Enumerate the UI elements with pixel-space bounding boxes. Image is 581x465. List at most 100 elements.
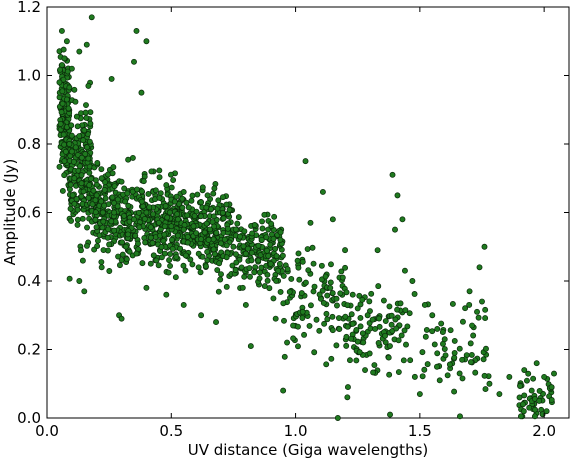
data-point <box>76 133 83 139</box>
data-point <box>242 302 249 308</box>
data-point <box>359 330 366 337</box>
data-point <box>121 212 128 219</box>
data-point <box>74 123 81 130</box>
data-point <box>68 217 74 224</box>
data-point <box>59 187 66 194</box>
data-point <box>394 192 401 199</box>
data-point <box>280 300 287 307</box>
data-point <box>329 327 336 334</box>
data-point <box>72 98 79 105</box>
data-point <box>295 343 301 350</box>
data-point <box>149 240 156 246</box>
data-point <box>327 279 334 286</box>
data-point <box>92 197 99 204</box>
data-point <box>277 236 284 243</box>
data-point <box>180 302 187 308</box>
data-point <box>349 320 356 327</box>
data-point <box>533 360 540 367</box>
data-point <box>467 340 474 347</box>
data-point <box>195 250 202 257</box>
data-point <box>244 245 251 252</box>
data-point <box>265 252 272 259</box>
data-point <box>155 219 162 226</box>
data-point <box>166 209 173 216</box>
data-point <box>147 234 154 241</box>
data-point <box>234 220 241 227</box>
data-point <box>366 298 373 305</box>
data-point <box>401 267 408 274</box>
data-point <box>170 177 177 183</box>
data-point <box>304 246 311 252</box>
data-point <box>167 171 174 178</box>
data-point <box>328 355 335 362</box>
data-point <box>371 362 378 369</box>
data-point <box>102 179 108 186</box>
data-point <box>356 349 363 356</box>
data-point <box>295 323 301 330</box>
data-point <box>100 218 107 225</box>
data-point <box>111 200 118 207</box>
data-point <box>76 278 83 284</box>
data-point <box>541 373 548 380</box>
data-point <box>65 105 72 112</box>
x-axis-label: UV distance (Giga wavelengths) <box>188 441 429 459</box>
data-point <box>399 216 406 223</box>
data-point <box>255 242 262 249</box>
y-tick-label: 1.2 <box>17 0 41 16</box>
data-point <box>251 269 258 276</box>
data-point <box>78 193 85 200</box>
data-point <box>125 231 131 238</box>
data-point <box>536 387 543 394</box>
data-point <box>316 327 323 334</box>
data-point <box>198 312 205 319</box>
data-point <box>406 310 413 317</box>
data-point <box>370 369 377 376</box>
data-point <box>64 68 71 75</box>
data-point <box>203 220 210 227</box>
data-point <box>271 213 278 220</box>
data-point <box>129 154 136 161</box>
y-tick-label: 0.4 <box>17 272 41 290</box>
data-point <box>395 369 402 375</box>
data-point <box>318 262 325 269</box>
data-point <box>215 197 222 204</box>
data-point <box>344 384 351 391</box>
data-point <box>442 352 449 359</box>
data-point <box>347 357 353 364</box>
data-point <box>78 172 85 179</box>
data-point <box>272 315 279 322</box>
data-point <box>482 306 489 313</box>
data-point <box>360 339 367 346</box>
data-point <box>334 302 340 309</box>
data-point <box>71 175 78 182</box>
data-point <box>204 192 211 199</box>
data-point <box>261 283 268 290</box>
data-point <box>241 228 248 235</box>
x-tick-label: 0.0 <box>35 422 59 440</box>
data-point <box>248 249 255 256</box>
data-point <box>92 209 99 216</box>
data-point <box>290 322 297 329</box>
data-point <box>161 231 168 238</box>
data-point <box>336 326 343 332</box>
data-point <box>223 283 230 290</box>
data-point <box>277 288 284 295</box>
data-point <box>167 251 174 258</box>
data-point <box>264 247 270 254</box>
data-point <box>311 283 318 290</box>
data-point <box>385 354 392 361</box>
data-point <box>182 267 189 274</box>
data-point <box>73 113 80 120</box>
data-point <box>147 224 154 231</box>
data-point <box>322 273 329 280</box>
data-point <box>72 144 79 151</box>
data-point <box>211 185 218 192</box>
data-point <box>114 196 121 203</box>
data-point <box>276 260 283 267</box>
data-point <box>146 204 153 211</box>
data-point <box>354 305 361 312</box>
data-point <box>389 171 396 178</box>
data-point <box>150 252 157 259</box>
data-point <box>451 349 458 356</box>
data-point <box>242 250 249 257</box>
